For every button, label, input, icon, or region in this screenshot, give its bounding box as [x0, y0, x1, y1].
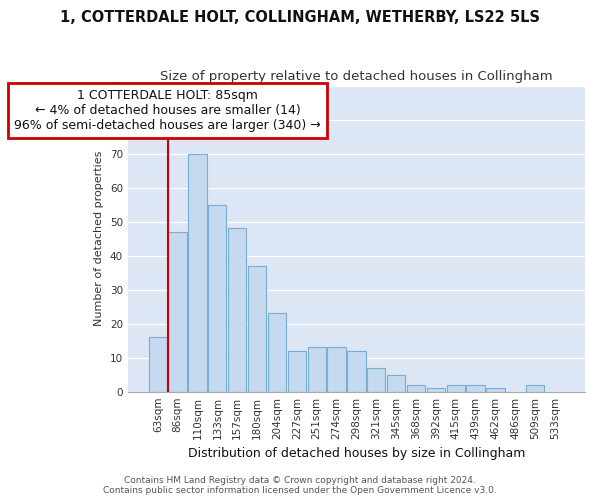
Bar — [287, 351, 306, 392]
Text: 1 COTTERDALE HOLT: 85sqm
← 4% of detached houses are smaller (14)
96% of semi-de: 1 COTTERDALE HOLT: 85sqm ← 4% of detache… — [14, 89, 321, 132]
Bar — [347, 351, 365, 392]
Bar — [188, 154, 206, 392]
Bar — [466, 385, 485, 392]
Bar — [387, 374, 405, 392]
Bar — [407, 385, 425, 392]
Bar — [228, 228, 247, 392]
Title: Size of property relative to detached houses in Collingham: Size of property relative to detached ho… — [160, 70, 553, 83]
Bar — [487, 388, 505, 392]
Bar — [446, 385, 465, 392]
Bar — [427, 388, 445, 392]
Text: Contains HM Land Registry data © Crown copyright and database right 2024.
Contai: Contains HM Land Registry data © Crown c… — [103, 476, 497, 495]
Bar — [169, 232, 187, 392]
Bar — [367, 368, 385, 392]
Bar — [526, 385, 544, 392]
Bar — [208, 204, 226, 392]
Bar — [248, 266, 266, 392]
Bar — [308, 348, 326, 392]
Bar — [328, 348, 346, 392]
Y-axis label: Number of detached properties: Number of detached properties — [94, 151, 104, 326]
Text: 1, COTTERDALE HOLT, COLLINGHAM, WETHERBY, LS22 5LS: 1, COTTERDALE HOLT, COLLINGHAM, WETHERBY… — [60, 10, 540, 25]
Bar — [268, 314, 286, 392]
Bar — [149, 338, 167, 392]
X-axis label: Distribution of detached houses by size in Collingham: Distribution of detached houses by size … — [188, 447, 525, 460]
